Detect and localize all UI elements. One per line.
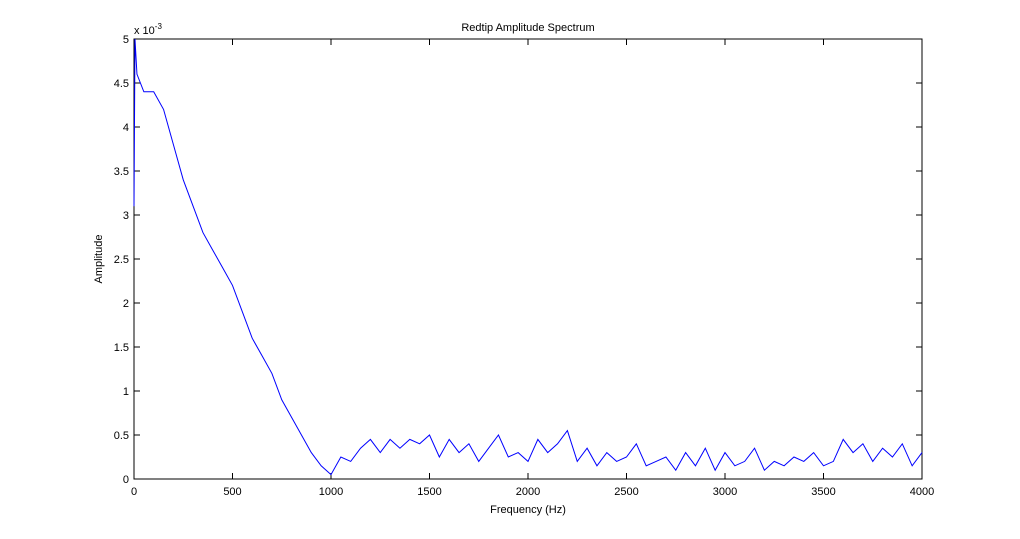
x-tick-label: 500 xyxy=(223,486,241,498)
x-tick-label: 2500 xyxy=(614,486,638,498)
x-tick-label: 1000 xyxy=(319,486,343,498)
y-exponent-power: -3 xyxy=(155,22,163,31)
y-axis-label: Amplitude xyxy=(93,235,105,284)
x-tick-label: 0 xyxy=(131,486,137,498)
y-tick-label: 2 xyxy=(123,298,129,310)
data-line xyxy=(133,38,923,476)
y-tick-label: 5 xyxy=(123,34,129,46)
y-tick-label: 3 xyxy=(123,210,129,222)
y-tick-label: 1 xyxy=(123,386,129,398)
chart-title: Redtip Amplitude Spectrum xyxy=(461,22,594,34)
y-tick-label: 0.5 xyxy=(114,430,129,442)
x-tick-label: 1500 xyxy=(417,486,441,498)
x-tick-label: 4000 xyxy=(910,486,934,498)
y-tick-label: 1.5 xyxy=(114,342,129,354)
x-tick-label: 3000 xyxy=(713,486,737,498)
y-exponent: x 10-3 xyxy=(134,22,162,37)
x-tick-label: 3500 xyxy=(811,486,835,498)
y-tick-label: 2.5 xyxy=(114,254,129,266)
x-axis-label: Frequency (Hz) xyxy=(490,504,566,516)
x-tick-label: 2000 xyxy=(516,486,540,498)
y-tick-label: 4 xyxy=(123,122,129,134)
y-exponent-base: x 10 xyxy=(134,25,155,37)
y-tick-label: 3.5 xyxy=(114,166,129,178)
y-tick-label: 0 xyxy=(123,474,129,486)
y-tick-label: 4.5 xyxy=(114,78,129,90)
